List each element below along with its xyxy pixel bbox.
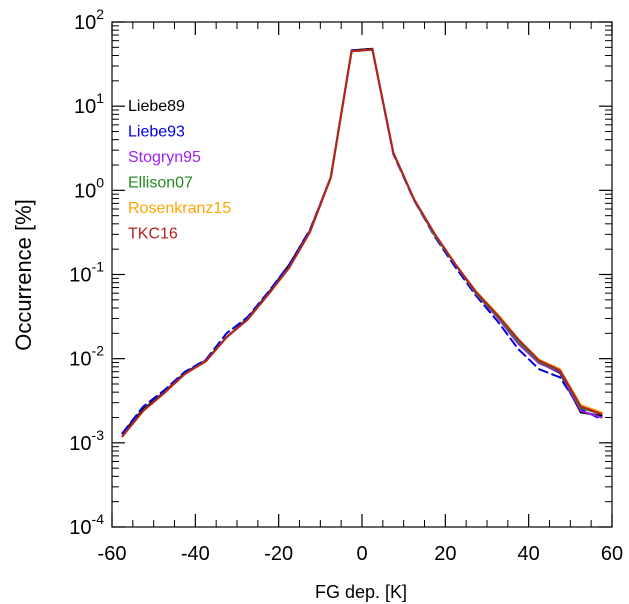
x-tick-label: 40 <box>518 543 540 565</box>
legend: Liebe89 Liebe93 Stogryn95 Ellison07 Rosenkra… <box>128 98 231 243</box>
legend-entry: Rosenkranz15 <box>128 200 231 217</box>
y-tick-label: 102 <box>74 6 104 34</box>
series-line-liebe93 <box>121 48 603 435</box>
legend-entry: Liebe93 <box>128 124 185 141</box>
series-line-ellison07 <box>121 48 603 438</box>
legend-entry: Ellison07 <box>128 175 193 192</box>
legend-entry: Liebe89 <box>128 98 185 115</box>
x-axis-title: FG dep. [K] <box>315 582 407 602</box>
series-line-rosenkranz15 <box>121 48 603 438</box>
x-tick-label: -60 <box>98 543 127 565</box>
series-line-tkc16 <box>121 48 603 438</box>
x-tick-label: 20 <box>434 543 456 565</box>
x-tick-label: -20 <box>264 543 293 565</box>
x-tick-label: -40 <box>181 543 210 565</box>
y-tick-label: 101 <box>74 90 104 118</box>
x-tick-label: 0 <box>356 543 367 565</box>
legend-entry: Stogryn95 <box>128 149 201 166</box>
y-tick-label: 10-4 <box>69 511 104 539</box>
series-layer <box>121 47 603 438</box>
y-tick-label: 10-1 <box>69 259 104 287</box>
y-axis-title: Occurrence [%] <box>11 199 36 351</box>
x-tick-label: 60 <box>601 543 623 565</box>
y-tick-label: 100 <box>74 174 104 202</box>
legend-entry: TKC16 <box>128 226 178 243</box>
series-line-stogryn95 <box>121 48 603 438</box>
y-tick-label: 10-2 <box>69 343 104 371</box>
series-line-liebe89 <box>121 47 603 435</box>
y-tick-label: 10-3 <box>69 427 104 455</box>
plot-frame <box>111 21 613 528</box>
